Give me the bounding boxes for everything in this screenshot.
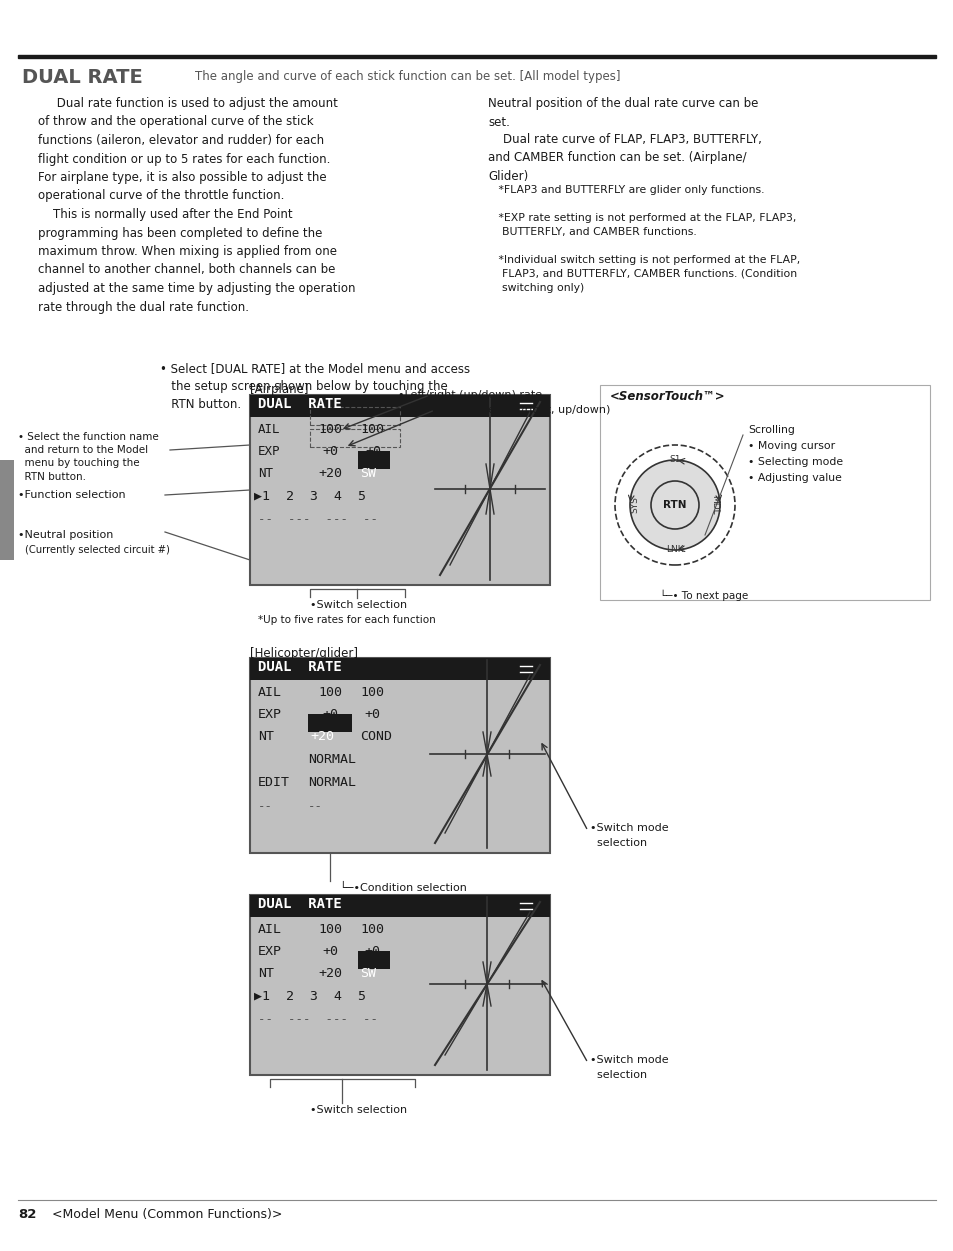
Text: NT: NT [257,731,274,743]
Text: 100: 100 [317,686,341,699]
Text: SYS: SYS [630,497,639,513]
Text: 100: 100 [359,423,384,437]
Text: •Operation curve (left/right, up/down): •Operation curve (left/right, up/down) [397,405,610,415]
Text: NORMAL: NORMAL [308,753,355,766]
Text: +20: +20 [317,967,341,980]
Text: EDIT: EDIT [257,776,290,789]
Bar [250,658,550,853]
Text: • Select the function name
  and return to the Model
  menu by touching the
  RT: • Select the function name and return to… [18,432,158,482]
Text: --  ---  ---  --: -- --- --- -- [257,1013,377,1026]
Text: EXP: EXP [257,708,282,721]
Bar [357,452,390,469]
Text: ▶1  2  3  4  5: ▶1 2 3 4 5 [253,990,366,1002]
Text: --  ---  ---  --: -- --- --- -- [257,513,377,525]
Bar [250,658,550,681]
Bar [310,429,399,447]
Text: 100: 100 [317,423,341,437]
Circle shape [650,480,699,529]
Text: Dual rate function is used to adjust the amount
of throw and the operational cur: Dual rate function is used to adjust the… [38,98,355,314]
Text: DUAL  RATE: DUAL RATE [257,897,341,911]
Text: •Switch mode: •Switch mode [589,1055,668,1065]
Text: EXP: EXP [257,945,282,958]
Text: AIL: AIL [257,923,282,936]
Text: AIL: AIL [257,686,282,699]
Text: EXP: EXP [257,445,280,458]
Text: • Select [DUAL RATE] at the Model menu and access
   the setup screen shown belo: • Select [DUAL RATE] at the Model menu a… [160,362,470,412]
Text: S1: S1 [669,455,680,464]
Bar [599,385,929,600]
Text: +0: +0 [365,445,380,458]
Text: • Moving cursor: • Moving cursor [747,442,834,452]
Bar [250,395,550,585]
Bar [357,951,390,970]
Text: LNK: LNK [665,545,683,554]
Text: •Function selection: •Function selection [18,490,126,500]
Text: [Airplane]: [Airplane] [250,383,308,397]
Text: *Up to five rates for each function: *Up to five rates for each function [257,615,436,626]
Text: └─•Condition selection: └─•Condition selection [339,883,466,893]
Text: +0: +0 [322,708,337,721]
Text: ▶1  2  3  4  5: ▶1 2 3 4 5 [253,489,366,502]
Text: AIL: AIL [257,423,280,437]
Text: 100: 100 [359,686,384,699]
Text: 100: 100 [359,923,384,936]
Text: 100: 100 [317,923,341,936]
Text: DUAL RATE: DUAL RATE [22,68,143,88]
Bar [250,395,550,417]
Text: NORMAL: NORMAL [308,776,355,789]
Text: Scrolling: Scrolling [747,425,794,435]
Text: COND: COND [359,731,392,743]
Text: [Helicopter/glider]: [Helicopter/glider] [250,647,357,661]
Text: *FLAP3 and BUTTERFLY are glider only functions.

   *EXP rate setting is not per: *FLAP3 and BUTTERFLY are glider only fun… [488,185,800,293]
Text: selection: selection [589,838,646,848]
Text: +0: +0 [322,445,337,458]
Text: •Switch mode: •Switch mode [589,823,668,833]
Text: +20: +20 [317,467,341,480]
Text: • Selecting mode: • Selecting mode [747,457,842,467]
Bar [250,894,550,1075]
Text: •Left/right (up/down) rate: •Left/right (up/down) rate [397,390,541,400]
Text: └─• To next page: └─• To next page [659,590,747,602]
Text: <Model Menu (Common Functions)>: <Model Menu (Common Functions)> [52,1208,282,1221]
Text: RTN: RTN [662,500,686,510]
Text: 82: 82 [18,1208,36,1221]
Text: •Neutral position: •Neutral position [18,530,113,540]
Text: The angle and curve of each stick function can be set. [All model types]: The angle and curve of each stick functi… [194,70,619,83]
Text: •Switch selection: •Switch selection [310,600,407,610]
Text: +0: +0 [364,945,379,958]
Text: <SensorTouch™>: <SensorTouch™> [609,390,725,403]
Text: DUAL  RATE: DUAL RATE [257,397,341,412]
Text: MDL: MDL [710,495,719,515]
Text: Neutral position of the dual rate curve can be
set.: Neutral position of the dual rate curve … [488,98,758,129]
Text: SW: SW [359,967,375,980]
Text: +20: +20 [310,731,334,743]
Bar [310,407,399,425]
Text: •Switch selection: •Switch selection [310,1105,407,1115]
Text: Dual rate curve of FLAP, FLAP3, BUTTERFLY,
and CAMBER function can be set. (Airp: Dual rate curve of FLAP, FLAP3, BUTTERFL… [488,133,761,183]
Text: • Adjusting value: • Adjusting value [747,473,841,483]
Bar [0,460,14,560]
Text: selection: selection [589,1070,646,1080]
Bar [308,714,352,732]
Text: NT: NT [257,967,274,980]
Text: +0: +0 [364,708,379,721]
Bar [18,55,935,58]
Text: DUAL  RATE: DUAL RATE [257,661,341,674]
Text: (Currently selected circuit #): (Currently selected circuit #) [25,545,170,555]
Bar [250,894,550,917]
Text: --: -- [257,799,273,813]
Text: +0: +0 [322,945,337,958]
Circle shape [629,460,720,550]
Text: --: -- [308,799,323,813]
Text: SW: SW [359,467,375,480]
Text: NT: NT [257,467,273,480]
